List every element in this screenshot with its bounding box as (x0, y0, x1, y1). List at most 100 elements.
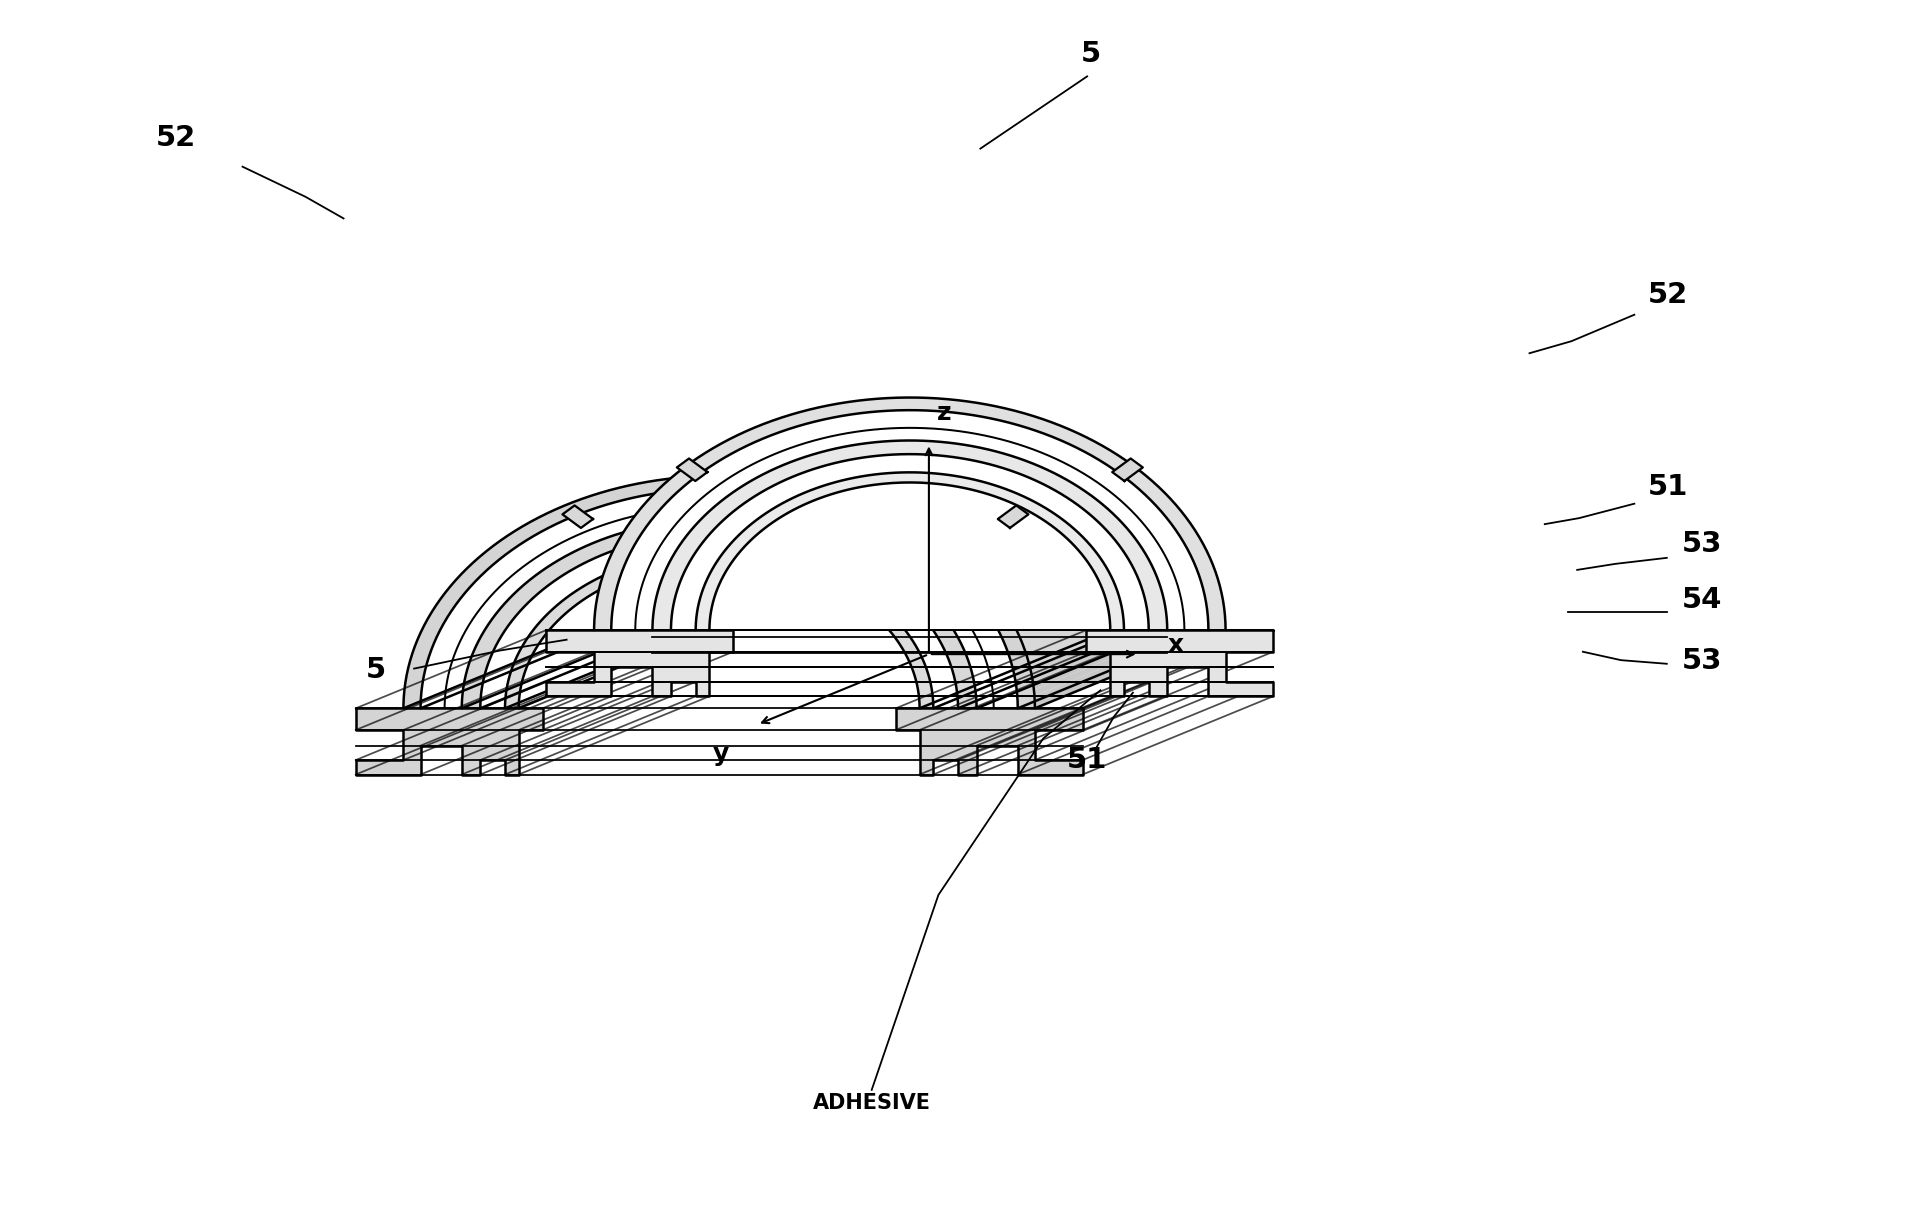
Polygon shape (461, 519, 976, 708)
Polygon shape (976, 621, 1166, 703)
Polygon shape (924, 584, 1116, 667)
Polygon shape (676, 458, 706, 481)
Polygon shape (720, 398, 917, 476)
Polygon shape (903, 498, 1099, 579)
Polygon shape (861, 473, 1057, 553)
Text: 53: 53 (1680, 646, 1721, 675)
Polygon shape (894, 436, 1091, 518)
Polygon shape (953, 551, 1146, 635)
Polygon shape (900, 440, 1097, 521)
Polygon shape (1024, 568, 1215, 653)
Polygon shape (991, 511, 1185, 595)
Polygon shape (972, 600, 1164, 684)
Polygon shape (955, 556, 1148, 639)
Polygon shape (928, 601, 1122, 684)
Polygon shape (825, 411, 1024, 492)
Polygon shape (877, 524, 1070, 605)
Polygon shape (817, 410, 1016, 490)
Polygon shape (727, 398, 926, 476)
Polygon shape (1026, 574, 1217, 659)
Polygon shape (982, 502, 1177, 585)
Polygon shape (930, 605, 1122, 687)
Polygon shape (924, 518, 1120, 600)
Polygon shape (846, 503, 1041, 584)
Polygon shape (819, 456, 1016, 536)
Polygon shape (823, 492, 1018, 572)
Polygon shape (741, 473, 938, 551)
Polygon shape (976, 614, 1166, 698)
Polygon shape (760, 442, 957, 522)
Polygon shape (976, 625, 1168, 708)
Polygon shape (869, 518, 1062, 599)
Polygon shape (898, 494, 1093, 576)
Polygon shape (831, 459, 1028, 541)
Polygon shape (836, 498, 1032, 579)
Polygon shape (911, 561, 1104, 644)
Polygon shape (886, 433, 1083, 515)
Polygon shape (873, 478, 1068, 559)
Polygon shape (827, 494, 1022, 574)
Polygon shape (900, 547, 1093, 628)
Polygon shape (947, 543, 1141, 625)
Polygon shape (593, 398, 1225, 630)
Polygon shape (850, 467, 1045, 548)
Polygon shape (1112, 458, 1143, 481)
Polygon shape (1020, 562, 1213, 647)
Polygon shape (932, 459, 1129, 542)
Polygon shape (611, 410, 1208, 630)
Text: x: x (1168, 633, 1183, 657)
Polygon shape (720, 440, 917, 519)
Polygon shape (670, 454, 1148, 630)
Polygon shape (792, 448, 990, 528)
Text: z: z (936, 401, 951, 425)
Polygon shape (1018, 558, 1212, 641)
Polygon shape (930, 610, 1122, 692)
Polygon shape (356, 708, 542, 774)
Polygon shape (404, 476, 1034, 708)
Polygon shape (913, 565, 1106, 647)
Polygon shape (519, 561, 919, 708)
Polygon shape (844, 464, 1039, 545)
Polygon shape (926, 593, 1118, 675)
Text: y: y (712, 742, 729, 766)
Polygon shape (936, 530, 1131, 612)
Polygon shape (913, 447, 1110, 530)
Polygon shape (1013, 545, 1206, 629)
Polygon shape (896, 708, 1081, 774)
Polygon shape (1030, 593, 1223, 678)
Polygon shape (800, 450, 997, 530)
Polygon shape (959, 561, 1152, 644)
Polygon shape (725, 473, 921, 550)
Text: 54: 54 (1680, 587, 1721, 614)
Polygon shape (1032, 599, 1223, 684)
Text: 52: 52 (1646, 281, 1686, 309)
Polygon shape (967, 486, 1162, 570)
Polygon shape (812, 488, 1009, 568)
Polygon shape (653, 440, 1168, 630)
Polygon shape (999, 522, 1192, 607)
Polygon shape (787, 447, 984, 527)
Polygon shape (842, 416, 1039, 497)
Polygon shape (965, 576, 1158, 658)
Polygon shape (773, 445, 970, 524)
Polygon shape (946, 468, 1141, 550)
Polygon shape (926, 454, 1124, 537)
Polygon shape (932, 625, 1124, 708)
Polygon shape (974, 610, 1166, 693)
Polygon shape (972, 491, 1168, 574)
Polygon shape (1007, 534, 1200, 618)
Text: 51: 51 (1646, 473, 1688, 502)
Polygon shape (833, 497, 1028, 577)
Polygon shape (760, 400, 959, 479)
Polygon shape (785, 402, 984, 482)
Polygon shape (972, 595, 1164, 679)
Polygon shape (781, 479, 976, 559)
Polygon shape (746, 474, 944, 553)
Polygon shape (882, 484, 1079, 566)
Polygon shape (739, 441, 936, 520)
Polygon shape (758, 475, 955, 554)
Polygon shape (997, 505, 1028, 528)
Polygon shape (995, 518, 1189, 601)
Polygon shape (967, 581, 1160, 663)
Polygon shape (934, 525, 1127, 607)
